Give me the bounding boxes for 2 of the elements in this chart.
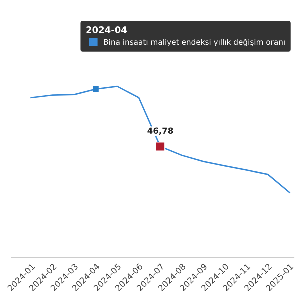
legend-title: 2024-04 [86,26,128,34]
annotation: 46,78 [148,128,174,136]
